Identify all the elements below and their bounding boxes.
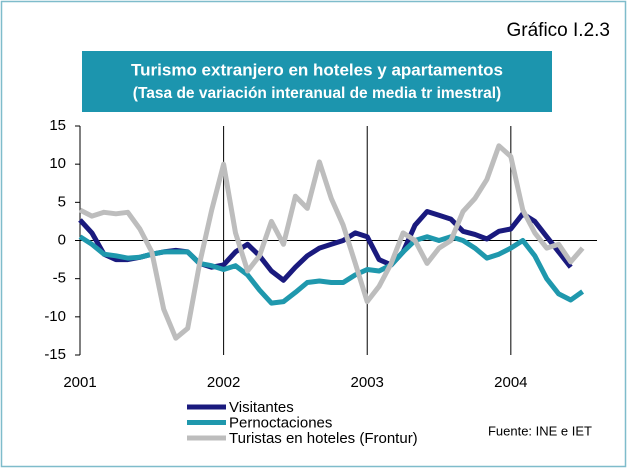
legend-label: Turistas en hoteles (Frontur) — [229, 430, 418, 447]
title-box — [82, 51, 552, 112]
x-tick-label: 2002 — [207, 374, 240, 391]
legend-label: Visitantes — [229, 399, 294, 416]
source: Fuente: INE e IET — [488, 423, 592, 438]
legend-label: Pernoctaciones — [229, 414, 332, 431]
y-tick-label: 15 — [49, 117, 66, 134]
y-tick-label: 5 — [58, 193, 66, 210]
y-tick-label: -15 — [44, 346, 66, 363]
x-tick-label: 2001 — [63, 374, 96, 391]
y-tick-label: 10 — [49, 155, 66, 172]
chart-subtitle: (Tasa de variación interanual de media t… — [133, 85, 501, 102]
series-line — [78, 234, 585, 306]
x-tick-label: 2003 — [351, 374, 384, 391]
y-tick-label: -10 — [44, 308, 66, 325]
series-line — [78, 143, 585, 341]
y-tick-label: 0 — [58, 231, 66, 248]
figure-label: Gráfico I.2.3 — [507, 20, 611, 41]
chart-title: Turismo extranjero en hoteles y apartame… — [131, 60, 503, 79]
x-tick-label: 2004 — [494, 374, 527, 391]
y-tick-label: -5 — [53, 270, 66, 287]
